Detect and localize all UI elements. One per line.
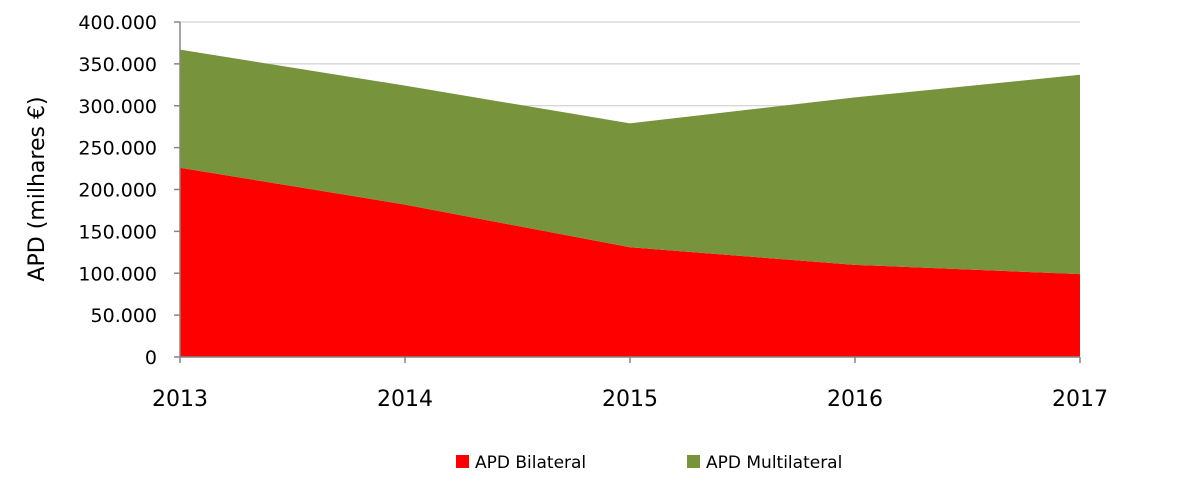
x-tick-label: 2016 — [827, 387, 883, 412]
x-tick-label: 2013 — [152, 387, 208, 412]
area-apd-multilateral — [180, 49, 1080, 275]
y-tick-labels: 0 50.000 100.000 150.000 200.000 250.000 300.0… — [78, 12, 157, 369]
y-tick-label: 0 — [145, 347, 157, 369]
y-tick-label: 150.000 — [78, 221, 157, 243]
y-tick-label: 100.000 — [78, 263, 157, 285]
legend-label: APD Bilateral — [475, 453, 586, 473]
legend-swatch — [687, 455, 700, 468]
legend: APD Bilateral APD Multilateral — [456, 453, 842, 473]
x-tick-label: 2015 — [602, 387, 658, 412]
x-tick-labels: 2013 2014 2015 2016 2017 — [152, 387, 1108, 412]
axes — [174, 21, 1081, 363]
area-apd-bilateral — [180, 167, 1080, 357]
legend-swatch — [456, 455, 469, 468]
y-tick-label: 300.000 — [78, 96, 157, 118]
y-axis-label: APD (milhares €) — [25, 96, 50, 281]
y-tick-label: 250.000 — [78, 138, 157, 160]
x-tick-label: 2017 — [1052, 387, 1108, 412]
legend-label: APD Multilateral — [706, 453, 842, 473]
legend-item: APD Multilateral — [687, 453, 842, 473]
legend-item: APD Bilateral — [456, 453, 586, 473]
y-tick-label: 400.000 — [78, 12, 157, 34]
x-tick-label: 2014 — [377, 387, 433, 412]
y-tick-label: 50.000 — [91, 305, 157, 327]
area-series — [180, 49, 1080, 357]
y-tick-label: 200.000 — [78, 180, 157, 202]
y-tick-label: 350.000 — [78, 54, 157, 76]
